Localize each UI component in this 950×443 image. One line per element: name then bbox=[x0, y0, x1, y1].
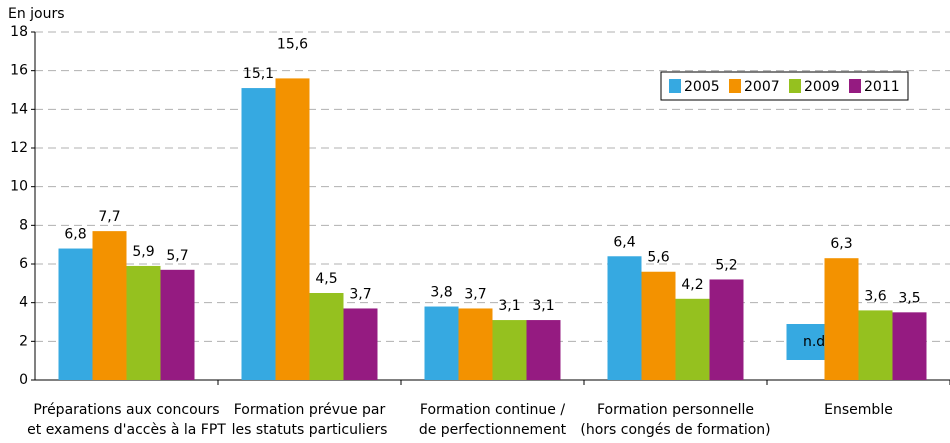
legend-swatch bbox=[729, 79, 741, 93]
x-tick-label: Préparations aux concours et examens d'ac… bbox=[27, 402, 226, 438]
legend-label: 2009 bbox=[804, 79, 840, 95]
x-tick-label: Formation personnelle (hors congés de for… bbox=[580, 402, 770, 438]
y-tick-label: 10 bbox=[10, 179, 28, 195]
value-label: 3,7 bbox=[464, 286, 486, 302]
y-tick-label: 12 bbox=[10, 140, 28, 156]
value-label: 6,4 bbox=[613, 234, 635, 250]
bar bbox=[641, 271, 676, 380]
bar bbox=[709, 279, 744, 380]
bar bbox=[275, 78, 310, 381]
bar bbox=[58, 248, 93, 380]
bar bbox=[343, 308, 378, 380]
bar bbox=[126, 265, 161, 380]
y-tick-label: 8 bbox=[19, 217, 28, 233]
x-tick-label: Formation continue / de perfectionnement bbox=[419, 402, 567, 438]
bar bbox=[160, 269, 195, 380]
bar bbox=[824, 258, 859, 380]
value-label: 5,6 bbox=[647, 250, 669, 266]
legend-swatch bbox=[669, 79, 681, 93]
value-label: 3,6 bbox=[864, 288, 886, 304]
bar bbox=[858, 310, 893, 380]
value-label: 3,1 bbox=[498, 298, 520, 314]
legend-label: 2011 bbox=[864, 79, 900, 95]
bar bbox=[241, 88, 276, 381]
value-label: 5,7 bbox=[166, 248, 188, 264]
value-label: 3,5 bbox=[898, 290, 920, 306]
legend-swatch bbox=[849, 79, 861, 93]
y-tick-label: 18 bbox=[10, 24, 28, 40]
value-label: 6,3 bbox=[830, 236, 852, 252]
x-tick-label: Ensemble bbox=[824, 402, 893, 418]
y-axis-label: En jours bbox=[8, 6, 65, 22]
y-tick-label: 16 bbox=[10, 63, 28, 79]
value-label: 5,9 bbox=[132, 244, 154, 260]
bar bbox=[492, 320, 527, 380]
x-tick-label: Formation prévue par les statuts particul… bbox=[232, 402, 388, 438]
value-label: 15,1 bbox=[243, 66, 274, 82]
value-label: 3,7 bbox=[349, 286, 371, 302]
value-label: 3,1 bbox=[532, 298, 554, 314]
legend-swatch bbox=[789, 79, 801, 93]
legend-label: 2005 bbox=[684, 79, 720, 95]
value-label: 4,5 bbox=[315, 271, 337, 287]
bar bbox=[92, 231, 127, 380]
value-label: 4,2 bbox=[681, 277, 703, 293]
bar bbox=[607, 256, 642, 380]
bar bbox=[424, 306, 459, 380]
bar bbox=[526, 320, 561, 380]
bar bbox=[458, 308, 493, 380]
value-label: 3,8 bbox=[430, 285, 452, 301]
bar bbox=[675, 298, 710, 380]
y-tick-label: 2 bbox=[19, 333, 28, 349]
y-tick-label: 0 bbox=[19, 372, 28, 388]
bar bbox=[309, 293, 344, 380]
bar bbox=[892, 312, 927, 380]
value-label: 15,6 bbox=[277, 36, 308, 52]
y-tick-label: 6 bbox=[19, 256, 28, 272]
value-label: 7,7 bbox=[98, 209, 120, 225]
legend-label: 2007 bbox=[744, 79, 780, 95]
y-tick-label: 4 bbox=[19, 295, 28, 311]
legend-box bbox=[660, 71, 909, 101]
value-label: 5,2 bbox=[715, 257, 737, 273]
value-label: 6,8 bbox=[64, 227, 86, 243]
y-tick-label: 14 bbox=[10, 101, 28, 117]
